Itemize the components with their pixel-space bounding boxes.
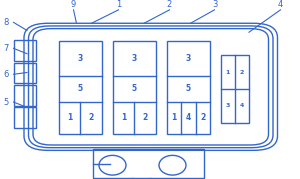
Bar: [14, 85, 36, 106]
Text: 5: 5: [132, 84, 137, 93]
Bar: [14, 107, 36, 128]
Bar: [93, 149, 204, 178]
Text: 2: 2: [240, 70, 244, 75]
Text: 4: 4: [240, 103, 244, 108]
Text: 7: 7: [3, 44, 9, 53]
Bar: [14, 63, 36, 83]
Bar: [167, 41, 210, 134]
Text: 1: 1: [121, 113, 126, 122]
Text: 8: 8: [3, 18, 9, 27]
Bar: [112, 41, 156, 134]
Text: 2: 2: [167, 0, 172, 9]
Text: 3: 3: [186, 54, 191, 63]
Text: 3: 3: [132, 54, 137, 63]
Text: 1: 1: [116, 0, 121, 9]
Text: 4: 4: [278, 0, 283, 9]
Text: 1: 1: [171, 113, 176, 122]
Bar: [14, 40, 36, 61]
Text: 5: 5: [3, 98, 9, 107]
Text: 3: 3: [225, 103, 230, 108]
Text: 3: 3: [78, 54, 83, 63]
Text: 1: 1: [67, 113, 72, 122]
Text: 1: 1: [225, 70, 230, 75]
Text: 3: 3: [212, 0, 217, 9]
Text: 4: 4: [186, 113, 191, 122]
Text: 2: 2: [88, 113, 94, 122]
Text: 5: 5: [186, 84, 191, 93]
Text: 2: 2: [200, 113, 205, 122]
Text: 2: 2: [142, 113, 148, 122]
Bar: [220, 55, 249, 123]
Text: 5: 5: [78, 84, 83, 93]
Bar: [58, 41, 102, 134]
Text: 6: 6: [3, 70, 9, 79]
Text: 9: 9: [71, 0, 76, 9]
